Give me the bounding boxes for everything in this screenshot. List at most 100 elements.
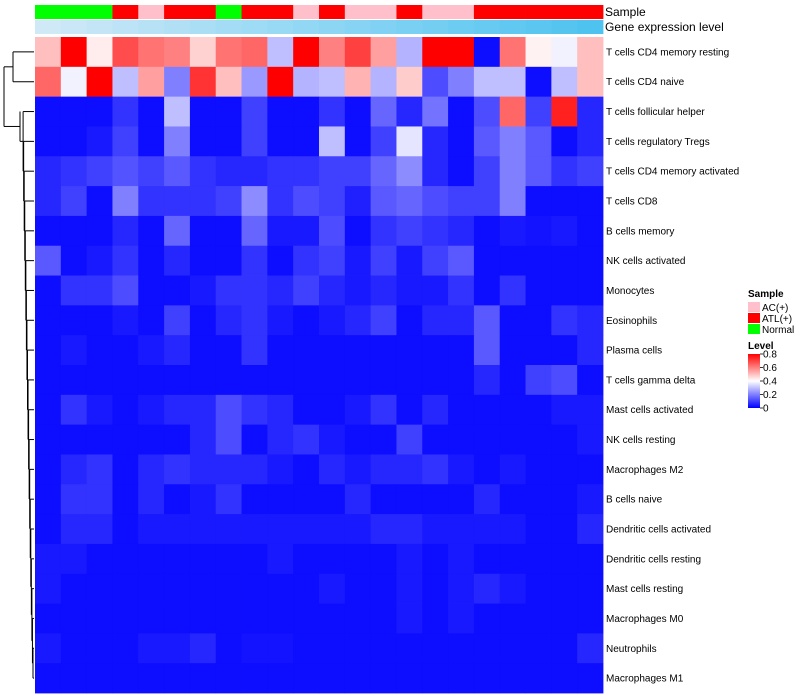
heatmap-cell bbox=[525, 454, 552, 485]
heatmap-cell bbox=[138, 514, 165, 545]
heatmap-cell bbox=[370, 245, 397, 276]
heatmap-cell bbox=[267, 394, 294, 426]
heatmap-cell bbox=[319, 514, 346, 545]
heatmap-cell bbox=[293, 484, 320, 515]
legend-level-title: Level bbox=[748, 341, 774, 352]
heatmap-cell bbox=[499, 424, 526, 455]
heatmap-cell bbox=[293, 156, 320, 187]
heatmap-cell bbox=[86, 66, 113, 98]
heatmap-cell bbox=[370, 543, 397, 575]
sample-annotation-cell bbox=[319, 5, 346, 19]
heatmap-cell bbox=[551, 633, 578, 664]
heatmap-cell bbox=[267, 335, 294, 366]
level-annotation-cell bbox=[422, 20, 449, 34]
heatmap-cell bbox=[319, 275, 346, 306]
row-label: Mast cells resting bbox=[606, 584, 683, 595]
heatmap-cell bbox=[189, 245, 217, 276]
heatmap-cell bbox=[319, 305, 346, 336]
heatmap-cell bbox=[551, 394, 578, 426]
heatmap-cell bbox=[293, 215, 320, 247]
level-annotation-cell bbox=[35, 20, 62, 34]
heatmap-cell bbox=[525, 96, 552, 127]
heatmap-cell bbox=[293, 663, 320, 694]
level-annotation-cell bbox=[551, 20, 578, 34]
heatmap-cell bbox=[577, 424, 604, 455]
legend-level-ticks: 0.8 0.6 0.4 0.2 0 bbox=[760, 350, 777, 415]
heatmap-cell bbox=[422, 96, 449, 127]
row-label: Eosinophils bbox=[606, 316, 657, 327]
sample-annotation-cell bbox=[577, 5, 604, 19]
heatmap-cell bbox=[35, 37, 62, 68]
sample-annotation-cell bbox=[215, 5, 242, 19]
sample-annotation-cell bbox=[267, 5, 294, 19]
heatmap-cell bbox=[164, 37, 191, 68]
heatmap-cell bbox=[138, 215, 165, 247]
heatmap-cell bbox=[473, 454, 501, 485]
legend-swatch bbox=[748, 302, 760, 312]
heatmap-cell bbox=[215, 514, 242, 545]
heatmap-cell bbox=[370, 394, 397, 426]
heatmap-cell bbox=[525, 663, 552, 694]
heatmap-cell bbox=[422, 633, 449, 664]
legend-level-tick-label: 0.2 bbox=[763, 390, 777, 401]
heatmap-cell bbox=[448, 305, 475, 336]
heatmap-cell bbox=[319, 215, 346, 247]
heatmap-cell bbox=[396, 186, 423, 217]
heatmap-cell bbox=[344, 484, 372, 515]
heatmap-cell bbox=[344, 245, 372, 276]
heatmap-cell bbox=[319, 543, 346, 575]
heatmap-cell bbox=[293, 394, 320, 426]
heatmap-cell bbox=[164, 484, 191, 515]
heatmap-cell bbox=[525, 245, 552, 276]
legend-swatch bbox=[748, 324, 760, 334]
level-annotation-cell bbox=[448, 20, 475, 34]
heatmap-cell bbox=[344, 394, 372, 426]
heatmap-cell bbox=[35, 245, 62, 276]
heatmap-cell bbox=[344, 37, 372, 68]
heatmap-cell bbox=[86, 335, 113, 366]
heatmap-cell bbox=[448, 424, 475, 455]
heatmap-cell bbox=[86, 37, 113, 68]
heatmap-cell bbox=[577, 603, 604, 634]
heatmap-cell bbox=[499, 96, 526, 127]
heatmap-cell bbox=[112, 543, 139, 575]
heatmap-cell bbox=[473, 37, 501, 68]
heatmap-cell bbox=[112, 573, 139, 604]
heatmap-cell bbox=[138, 37, 165, 68]
heatmap-cell bbox=[422, 156, 449, 187]
heatmap-cell bbox=[499, 37, 526, 68]
heatmap-cell bbox=[164, 215, 191, 247]
heatmap-cell bbox=[396, 156, 423, 187]
heatmap-cell bbox=[241, 245, 268, 276]
heatmap-cell bbox=[241, 37, 268, 68]
heatmap-cell bbox=[370, 603, 397, 634]
row-label: Macrophages M1 bbox=[606, 674, 684, 685]
heatmap-cell bbox=[241, 66, 268, 98]
heatmap-cell bbox=[60, 663, 88, 694]
heatmap-cell bbox=[267, 275, 294, 306]
heatmap-cell bbox=[86, 573, 113, 604]
heatmap-cell bbox=[293, 275, 320, 306]
heatmap-cell bbox=[344, 573, 372, 604]
heatmap-cell bbox=[215, 215, 242, 247]
row-label: B cells naive bbox=[606, 495, 663, 506]
heatmap-cell bbox=[577, 543, 604, 575]
heatmap-cell bbox=[112, 37, 139, 68]
heatmap-cell bbox=[344, 514, 372, 545]
heatmap-cell bbox=[138, 96, 165, 127]
sample-annotation-cell bbox=[164, 5, 191, 19]
level-annotation-cell bbox=[344, 20, 372, 34]
heatmap-cell bbox=[422, 603, 449, 634]
heatmap-cell bbox=[422, 663, 449, 694]
heatmap-cell bbox=[164, 365, 191, 396]
heatmap-cell bbox=[86, 424, 113, 455]
heatmap-cell bbox=[112, 633, 139, 664]
heatmap-cell bbox=[525, 37, 552, 68]
heatmap-cell bbox=[164, 126, 191, 157]
heatmap-cell bbox=[370, 484, 397, 515]
heatmap-cell bbox=[525, 156, 552, 187]
heatmap-cell bbox=[396, 633, 423, 664]
heatmap-cell bbox=[35, 454, 62, 485]
heatmap-cell bbox=[86, 365, 113, 396]
heatmap-cell bbox=[319, 66, 346, 98]
